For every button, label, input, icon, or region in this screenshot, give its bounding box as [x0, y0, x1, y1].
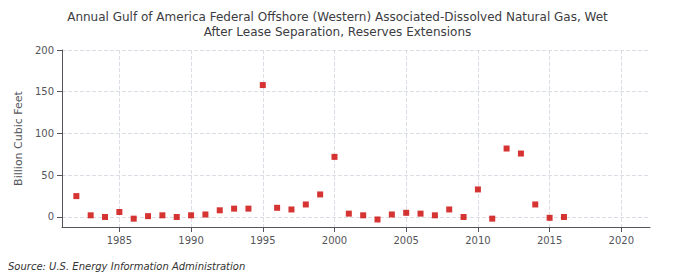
svg-text:50: 50 — [41, 170, 54, 181]
svg-text:Annual Gulf of America Federal: Annual Gulf of America Federal Offshore … — [67, 10, 608, 24]
svg-text:After Lease Separation, Reserv: After Lease Separation, Reserves Extensi… — [204, 25, 472, 39]
svg-text:2000: 2000 — [322, 235, 347, 246]
svg-text:2015: 2015 — [537, 235, 562, 246]
svg-text:1990: 1990 — [178, 235, 203, 246]
svg-text:2020: 2020 — [609, 235, 634, 246]
svg-text:1985: 1985 — [107, 235, 132, 246]
svg-text:200: 200 — [35, 45, 54, 56]
svg-text:150: 150 — [35, 86, 54, 97]
svg-text:Billion Cubic Feet: Billion Cubic Feet — [12, 90, 25, 185]
svg-text:2005: 2005 — [393, 235, 418, 246]
svg-text:Source: U.S. Energy Informatio: Source: U.S. Energy Information Administ… — [8, 261, 245, 272]
svg-text:1995: 1995 — [250, 235, 275, 246]
svg-text:100: 100 — [35, 128, 54, 139]
svg-text:0: 0 — [48, 211, 54, 222]
svg-text:2010: 2010 — [465, 235, 490, 246]
